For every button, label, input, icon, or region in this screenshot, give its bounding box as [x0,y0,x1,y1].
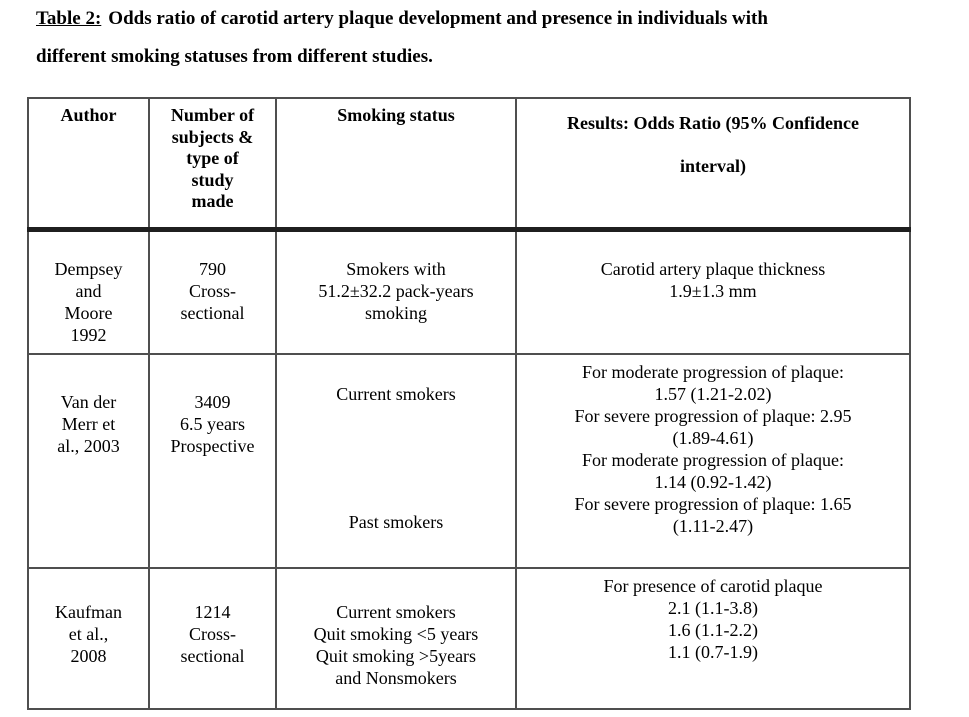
column-header-smoking-status: Smoking status [275,97,517,232]
cell-results-kaufman: For presence of carotid plaque 2.1 (1.1-… [515,567,911,710]
table-caption-text-1: Odds ratio of carotid artery plaque deve… [108,8,768,29]
cell-author-kaufman: Kaufman et al., 2008 [27,567,150,710]
smoking-status-current-smokers: Current smokers [336,384,456,404]
table-row-kaufman-2008: Kaufman et al., 2008 1214 Cross- section… [27,567,911,710]
odds-ratio-table: Author Number of subjects & type of stud… [27,97,911,710]
cell-smoking-vandermerr: Current smokers Past smokers [275,353,517,569]
smoking-status-past-smokers: Past smokers [348,512,444,532]
table-row-vandermerr-2003: Van der Merr et al., 2003 3409 6.5 years… [27,353,911,569]
cell-smoking-dempsey: Smokers with 51.2±32.2 pack-years smokin… [275,228,517,355]
table-caption-line-1: Table 2: Odds ratio of carotid artery pla… [36,0,951,38]
column-header-author: Author [27,97,150,232]
cell-subjects-vandermerr: 3409 6.5 years Prospective [148,353,277,569]
cell-author-vandermerr: Van der Merr et al., 2003 [27,353,150,569]
column-header-subjects: Number of subjects & type of study made [148,97,277,232]
table-caption: Table 2: Odds ratio of carotid artery pla… [36,0,951,76]
cell-results-dempsey: Carotid artery plaque thickness 1.9±1.3 … [515,228,911,355]
cell-subjects-dempsey: 790 Cross- sectional [148,228,277,355]
cell-subjects-kaufman: 1214 Cross- sectional [148,567,277,710]
table-row-dempsey-1992: Dempsey and Moore 1992 790 Cross- sectio… [27,228,911,355]
table-header-row: Author Number of subjects & type of stud… [27,97,911,232]
column-header-results: Results: Odds Ratio (95% Confidence inte… [515,97,911,232]
cell-results-vandermerr: For moderate progression of plaque: 1.57… [515,353,911,569]
cell-smoking-kaufman: Current smokers Quit smoking <5 years Qu… [275,567,517,710]
table-caption-line-2: different smoking statuses from differen… [36,46,433,67]
table-caption-label: Table 2: [36,8,102,29]
cell-author-dempsey: Dempsey and Moore 1992 [27,228,150,355]
